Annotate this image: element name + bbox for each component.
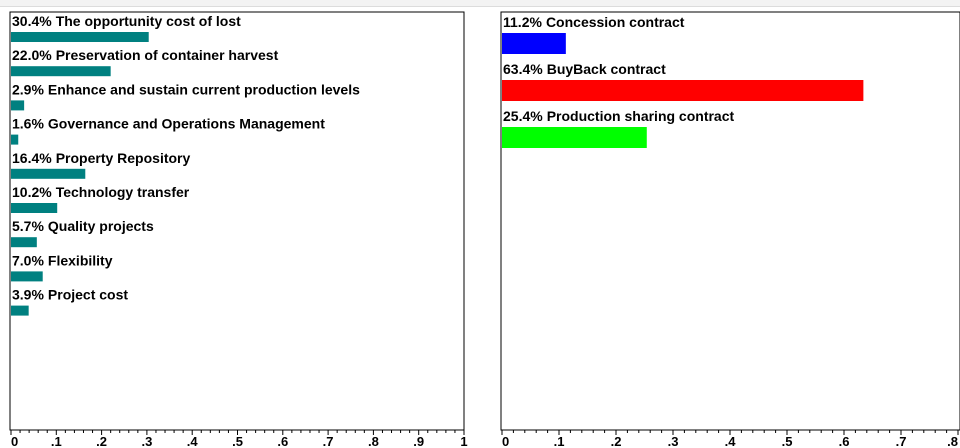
right-category-label: 63.4% BuyBack contract (503, 61, 666, 77)
right-bar (502, 80, 864, 101)
left-x-tick-label: .6 (277, 434, 288, 448)
left-x-tick-label: .8 (368, 434, 379, 448)
right-x-tick-label: .3 (668, 434, 679, 448)
right-x-tick-label: .1 (554, 434, 565, 448)
left-category-label: 3.9% Project cost (12, 287, 128, 303)
right-x-tick-label: .2 (611, 434, 622, 448)
left-bar (11, 203, 58, 213)
right-percent-label: 25.4% (503, 108, 543, 124)
right-bar (502, 127, 647, 148)
right-category-label: 11.2% Concession contract (503, 14, 685, 30)
left-bar (11, 305, 29, 316)
left-x-tick-label: .1 (51, 434, 62, 448)
left-bar (11, 134, 19, 145)
right-x-tick-label: 0 (502, 434, 509, 448)
left-category-name: Property Repository (56, 150, 191, 166)
left-percent-label: 10.2% (12, 184, 52, 200)
left-x-tick-label: .2 (96, 434, 107, 448)
left-category-label: 5.7% Quality projects (12, 218, 154, 234)
right-x-tick-label: .5 (782, 434, 793, 448)
left-category-label: 22.0% Preservation of container harvest (12, 47, 279, 63)
left-category-label: 7.0% Flexibility (12, 252, 113, 268)
right-chart-x-axis: 0 .1 .2 .3 .4 .5 .6 .7 .8 (501, 430, 959, 448)
right-category-name: Concession contract (546, 14, 685, 30)
left-percent-label: 7.0% (12, 252, 44, 268)
left-percent-label: 1.6% (12, 116, 44, 132)
left-bar (11, 32, 149, 42)
right-percent-label: 63.4% (503, 61, 543, 77)
right-category-name: Production sharing contract (547, 108, 735, 124)
left-bar (11, 237, 37, 248)
left-x-tick-label: .4 (187, 434, 199, 448)
left-bar (11, 168, 86, 179)
left-chart-x-axis: 0 .1 .2 .3 .4 .5 .6 .7 .8 .9 1 (10, 430, 468, 448)
left-x-tick-label: .7 (323, 434, 334, 448)
right-x-tick-label: .4 (725, 434, 737, 448)
right-bar (502, 33, 566, 54)
right-x-tick-label: .8 (947, 434, 958, 448)
left-category-label: 10.2% Technology transfer (12, 184, 190, 200)
left-bar (11, 66, 111, 77)
left-bar (11, 100, 25, 111)
left-category-name: Enhance and sustain current production l… (48, 81, 360, 97)
right-category-name: BuyBack contract (547, 61, 666, 77)
left-category-label: 16.4% Property Repository (12, 150, 191, 166)
left-x-tick-label: 0 (11, 434, 18, 448)
left-percent-label: 30.4% (12, 13, 52, 29)
right-category-label: 25.4% Production sharing contract (503, 108, 735, 124)
window-top-strip (0, 0, 960, 7)
left-category-label: 1.6% Governance and Operations Management (12, 116, 325, 132)
left-percent-label: 22.0% (12, 47, 52, 63)
left-category-label: 30.4% The opportunity cost of lost (12, 13, 241, 29)
left-percent-label: 2.9% (12, 81, 44, 97)
left-x-tick-label: 1 (460, 434, 467, 448)
left-percent-label: 3.9% (12, 287, 44, 303)
right-chart-bars: 11.2% Concession contract 63.4% BuyBack con… (502, 14, 864, 148)
right-x-tick-label: .7 (896, 434, 907, 448)
right-percent-label: 11.2% (503, 14, 542, 30)
left-x-tick-label: .5 (232, 434, 243, 448)
left-category-name: Governance and Operations Management (48, 116, 325, 132)
left-percent-label: 16.4% (12, 150, 52, 166)
left-category-name: The opportunity cost of lost (56, 13, 241, 29)
left-category-name: Quality projects (48, 218, 154, 234)
left-category-name: Technology transfer (56, 184, 190, 200)
left-category-label: 2.9% Enhance and sustain current producti… (12, 81, 360, 97)
left-category-name: Project cost (48, 287, 128, 303)
right-x-tick-label: .6 (839, 434, 850, 448)
left-category-name: Flexibility (48, 252, 113, 268)
left-category-name: Preservation of container harvest (56, 47, 279, 63)
left-x-tick-label: .3 (141, 434, 152, 448)
left-bar (11, 271, 43, 282)
left-percent-label: 5.7% (12, 218, 44, 234)
left-x-tick-label: .9 (413, 434, 424, 448)
